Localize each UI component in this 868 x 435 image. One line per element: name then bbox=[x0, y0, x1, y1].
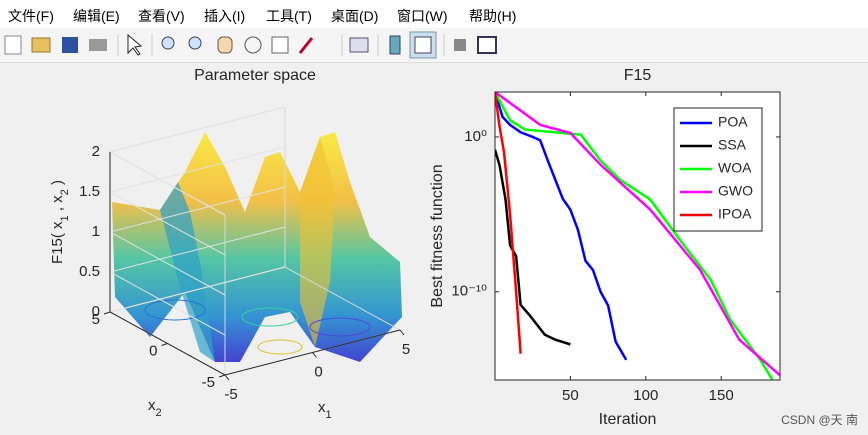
y-tick-label: -5 bbox=[202, 374, 215, 391]
menu-item[interactable]: 桌面(D) bbox=[331, 8, 379, 24]
x-tick-label: 100 bbox=[633, 387, 658, 404]
label-part: 1 bbox=[326, 409, 332, 421]
surface-illustration bbox=[112, 132, 402, 362]
menu-item[interactable]: 窗口(W) bbox=[397, 8, 448, 24]
tick-mark bbox=[399, 329, 405, 336]
hide-tools-icon[interactable] bbox=[454, 39, 466, 51]
save-icon[interactable] bbox=[62, 37, 78, 53]
axes-box bbox=[494, 91, 781, 381]
tick-mark bbox=[161, 343, 168, 346]
z-tick-label: 0 bbox=[92, 303, 100, 320]
x-tick-label: 150 bbox=[709, 387, 734, 404]
toolbar bbox=[0, 28, 868, 63]
watermark: CSDN @天 南 bbox=[781, 412, 858, 427]
link-icon[interactable] bbox=[349, 37, 369, 53]
series-line bbox=[495, 92, 780, 377]
chart-title: Parameter space bbox=[194, 67, 316, 84]
open-icon[interactable] bbox=[31, 37, 51, 53]
menu-bar: 文件(F) 编辑(E) 查看(V) 插入(I) 工具(T) 桌面(D) 窗口(W) 帮助(H) bbox=[0, 0, 868, 28]
datatip-icon[interactable] bbox=[271, 36, 289, 54]
label-part: , x bbox=[49, 195, 66, 216]
x-tick-label: 50 bbox=[562, 387, 579, 404]
x-tick-label: 5 bbox=[402, 341, 410, 358]
pointer-icon[interactable] bbox=[127, 33, 143, 56]
legend-label: POA bbox=[718, 114, 748, 130]
series-line bbox=[495, 92, 522, 354]
z-tick-label: 1 bbox=[92, 223, 100, 240]
zoom-in-icon[interactable] bbox=[161, 36, 175, 50]
legend-glyph bbox=[414, 36, 432, 54]
menu-item[interactable]: 查看(V) bbox=[138, 8, 185, 24]
label-part: 2 bbox=[156, 407, 162, 419]
z-tick-label: 0.5 bbox=[79, 263, 100, 280]
label-part: ) bbox=[49, 180, 66, 189]
series-line bbox=[495, 149, 571, 346]
z-tick-label: 1.5 bbox=[79, 183, 100, 200]
z-tick-label: 2 bbox=[92, 143, 100, 160]
zoom-out-icon[interactable] bbox=[188, 36, 202, 50]
print-icon[interactable] bbox=[89, 39, 107, 51]
series-line bbox=[495, 92, 628, 361]
chart-title: F15 bbox=[624, 67, 652, 84]
toolbar-icons bbox=[4, 31, 497, 59]
label-part: x bbox=[148, 397, 156, 414]
x-axis-label: Iteration bbox=[599, 411, 657, 428]
tick-mark bbox=[224, 374, 230, 381]
legend-label: IPOA bbox=[718, 206, 752, 222]
label-part: x bbox=[318, 399, 326, 416]
menu-item[interactable]: 编辑(E) bbox=[73, 8, 120, 24]
menu-item[interactable]: 插入(I) bbox=[204, 8, 246, 24]
y-axis-label: x2 bbox=[148, 397, 162, 419]
legend-label: SSA bbox=[718, 137, 747, 153]
z-axis-label: F15( x1 , x2 ) bbox=[49, 180, 71, 264]
y-axis-label: Best fitness function bbox=[429, 164, 446, 307]
label-part: 1 bbox=[59, 215, 71, 221]
y-tick-label: 0 bbox=[149, 343, 157, 360]
colorbar-icon[interactable] bbox=[389, 35, 401, 55]
legend-label: WOA bbox=[718, 160, 752, 176]
tick-mark bbox=[103, 311, 111, 315]
series-line bbox=[495, 92, 774, 380]
y-tick-label: 10⁰ bbox=[464, 128, 487, 145]
x-axis-label: x1 bbox=[318, 399, 332, 421]
label-part: 2 bbox=[59, 189, 71, 195]
menu-item[interactable]: 工具(T) bbox=[266, 8, 312, 24]
pan-icon[interactable] bbox=[217, 36, 233, 54]
rotate-icon[interactable] bbox=[244, 36, 262, 54]
new-icon[interactable] bbox=[4, 35, 22, 55]
menu-item[interactable]: 帮助(H) bbox=[469, 8, 517, 24]
x-tick-label: 0 bbox=[314, 364, 322, 381]
menu-item[interactable]: 文件(F) bbox=[8, 8, 54, 24]
y-tick-label: 5 bbox=[92, 311, 100, 328]
tick-mark bbox=[312, 352, 317, 358]
y-tick-label: 10⁻¹⁰ bbox=[451, 283, 487, 300]
brush-icon[interactable] bbox=[298, 37, 314, 54]
dock-icon[interactable] bbox=[477, 36, 497, 54]
legend-label: GWO bbox=[718, 183, 753, 199]
axis-line bbox=[109, 152, 401, 376]
x-tick-label: -5 bbox=[224, 386, 237, 403]
label-part: F15( x bbox=[49, 221, 66, 264]
tick-mark bbox=[218, 374, 226, 378]
